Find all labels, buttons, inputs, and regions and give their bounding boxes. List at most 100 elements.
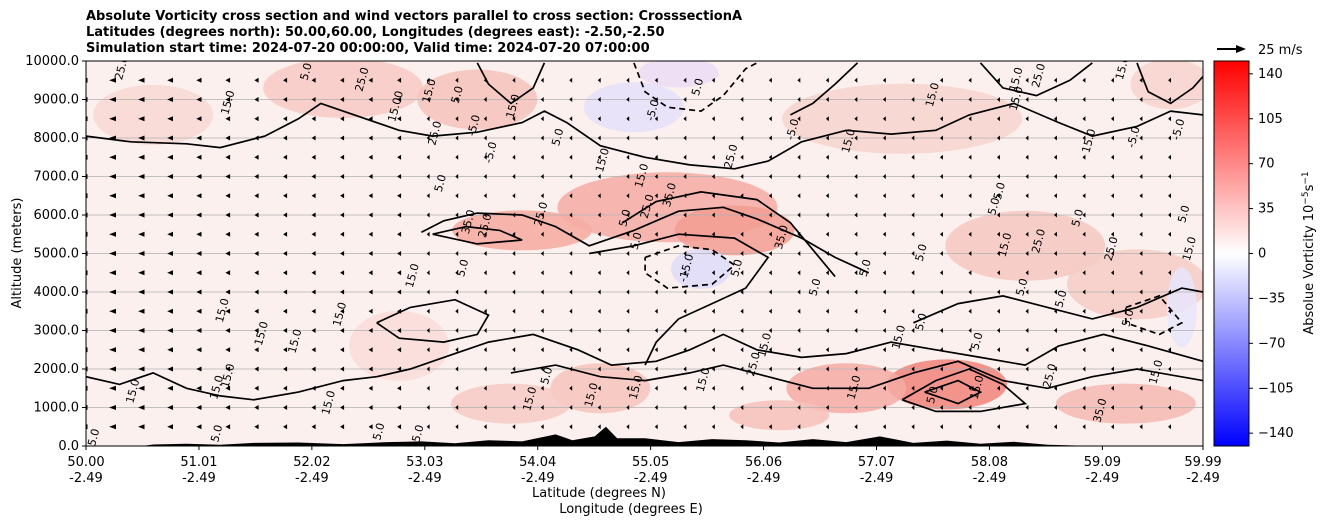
- wind-vector: [1054, 97, 1057, 102]
- wind-vector: [483, 97, 487, 102]
- wind-vector: [940, 270, 943, 276]
- wind-vector: [109, 231, 116, 237]
- wind-vector: [109, 174, 116, 179]
- wind-vector: [455, 385, 459, 391]
- wind-vector: [196, 385, 202, 391]
- wind-vector: [711, 289, 715, 295]
- wind-vector: [882, 174, 886, 179]
- contour-line: [979, 62, 1093, 97]
- colorbar-tick-label: 35: [1258, 202, 1275, 217]
- wind-vector: [797, 424, 801, 430]
- wind-vector: [683, 270, 687, 276]
- colorbar: 140 105 70 35 0 −35 −70 −105 −140 Absolue Vortic…: [1213, 60, 1317, 447]
- wind-vector: [368, 385, 373, 391]
- wind-vector: [1111, 405, 1114, 410]
- wind-vector: [540, 174, 544, 179]
- wind-vector: [597, 251, 601, 256]
- wind-vector: [626, 405, 630, 410]
- wind-vector: [196, 174, 202, 179]
- wind-vector: [1082, 116, 1086, 122]
- wind-vector: [340, 366, 345, 372]
- contour-label: 5.0: [370, 421, 387, 441]
- y-tick-label: 4000.0: [34, 285, 80, 300]
- wind-vector: [911, 289, 915, 295]
- wind-vector: [167, 174, 173, 179]
- wind-vector: [711, 347, 715, 353]
- contour-label: 15.0: [330, 301, 349, 328]
- wind-vector: [340, 405, 345, 410]
- contour-label: 5.0: [689, 77, 706, 97]
- wind-vector: [1168, 251, 1171, 256]
- wind-vector: [368, 135, 373, 141]
- wind-vector: [1025, 251, 1029, 256]
- wind-vector: [1139, 308, 1143, 314]
- wind-vector: [1168, 135, 1171, 141]
- wind-vector: [569, 77, 573, 83]
- wind-vector: [711, 424, 715, 430]
- contour-label: 15.0: [1080, 127, 1099, 154]
- contour-line: [186, 333, 1203, 401]
- wind-vector: [455, 77, 459, 83]
- vorticity-blob: [670, 248, 731, 289]
- wind-vector: [254, 385, 259, 391]
- wind-vector: [597, 289, 601, 295]
- wind-vector: [626, 328, 630, 333]
- wind-vector: [138, 251, 145, 256]
- contour-line: [901, 368, 1028, 413]
- contour-line: [421, 206, 870, 274]
- wind-vector: [569, 251, 573, 256]
- x-tick-label-longitude: -2.49: [747, 471, 781, 486]
- wind-vector: [968, 328, 972, 333]
- contour-label: 5.0: [616, 208, 633, 228]
- wind-vector: [426, 328, 430, 333]
- wind-vector: [196, 405, 202, 410]
- wind-vector: [711, 135, 715, 141]
- wind-vector: [138, 347, 145, 353]
- wind-vector: [882, 308, 886, 314]
- contour-label: 15.0: [207, 374, 226, 401]
- wind-vector: [225, 174, 231, 179]
- wind-vector: [167, 212, 173, 218]
- wind-vector: [512, 193, 516, 199]
- colorbar-tick-label: 0: [1258, 247, 1266, 262]
- wind-vector: [882, 270, 886, 276]
- wind-vector: [1111, 97, 1114, 102]
- wind-vector: [196, 97, 202, 102]
- wind-vector: [368, 251, 373, 256]
- wind-vector: [940, 308, 943, 314]
- wind-vector: [854, 251, 858, 256]
- vorticity-blob: [729, 400, 830, 431]
- wind-vector: [167, 366, 173, 372]
- contour-label: 15.0: [1180, 235, 1199, 262]
- wind-vector: [997, 366, 1000, 372]
- wind-vector: [1168, 289, 1171, 295]
- wind-vector: [597, 154, 601, 160]
- wind-vector: [1168, 116, 1171, 122]
- wind-vector: [882, 97, 886, 102]
- wind-vector: [797, 212, 801, 218]
- y-axis-label: Altitude (meters): [10, 198, 25, 309]
- wind-vector: [683, 174, 687, 179]
- wind-vector: [540, 289, 544, 295]
- contour-label: 5.0: [410, 423, 427, 443]
- contour-label: -5.0: [644, 98, 662, 122]
- wind-vector: [911, 308, 915, 314]
- wind-vector: [940, 385, 943, 391]
- quiver-key: 25 m/s: [1217, 43, 1303, 58]
- wind-vector: [968, 270, 972, 276]
- wind-vector: [1082, 251, 1086, 256]
- wind-vector: [683, 231, 687, 237]
- wind-vector: [1025, 212, 1029, 218]
- wind-vector: [797, 385, 801, 391]
- wind-vector: [483, 270, 487, 276]
- wind-vector: [283, 424, 288, 430]
- terrain: [86, 426, 1203, 446]
- wind-vector: [1111, 270, 1114, 276]
- wind-vector: [911, 77, 915, 83]
- wind-vector: [1111, 174, 1114, 179]
- wind-vector: [196, 212, 202, 218]
- wind-vector: [426, 174, 430, 179]
- wind-vector: [597, 193, 601, 199]
- wind-vector: [911, 116, 915, 122]
- wind-vector: [1082, 289, 1086, 295]
